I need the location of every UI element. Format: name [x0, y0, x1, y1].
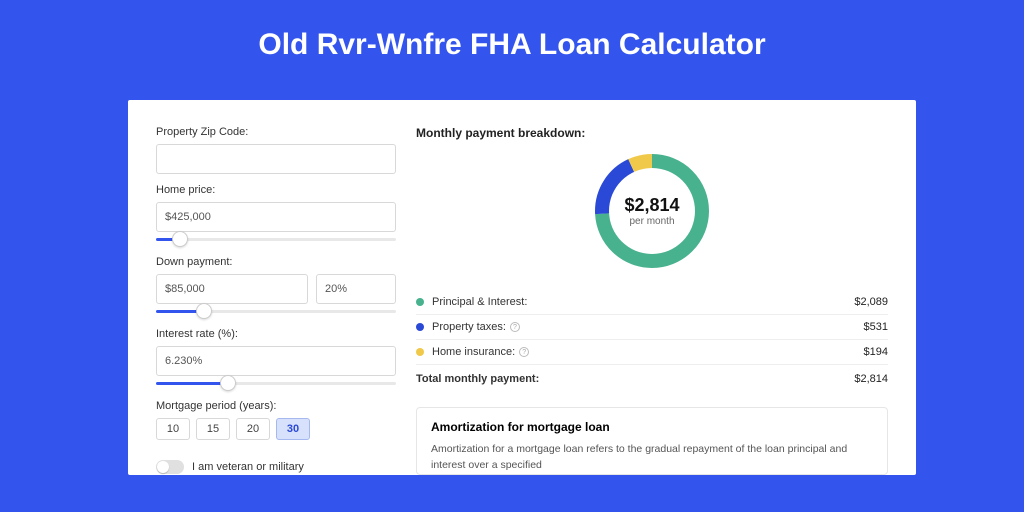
info-icon[interactable]: ? [519, 347, 529, 357]
total-row: Total monthly payment: $2,814 [416, 364, 888, 393]
down-payment-slider[interactable] [156, 306, 396, 318]
breakdown-title: Monthly payment breakdown: [416, 126, 888, 140]
down-payment-percent-input[interactable] [316, 274, 396, 304]
down-payment-label: Down payment: [156, 256, 396, 268]
period-option-30[interactable]: 30 [276, 418, 310, 440]
breakdown-column: Monthly payment breakdown: $2,814 per mo… [416, 126, 888, 475]
calculator-panel: Property Zip Code: Home price: Down paym… [128, 100, 916, 475]
legend-label: Home insurance:? [432, 346, 864, 358]
legend-row: Property taxes:?$531 [416, 315, 888, 340]
legend-dot [416, 348, 424, 356]
legend-dot [416, 298, 424, 306]
legend-row: Principal & Interest:$2,089 [416, 290, 888, 315]
total-label: Total monthly payment: [416, 373, 854, 385]
veteran-toggle[interactable] [156, 460, 184, 474]
donut-amount: $2,814 [624, 195, 679, 216]
zip-input[interactable] [156, 144, 396, 174]
donut-sub: per month [629, 216, 674, 227]
down-payment-amount-input[interactable] [156, 274, 308, 304]
legend-dot [416, 323, 424, 331]
slider-thumb[interactable] [220, 375, 236, 391]
home-price-label: Home price: [156, 184, 396, 196]
page-title: Old Rvr-Wnfre FHA Loan Calculator [50, 28, 974, 62]
slider-thumb[interactable] [196, 303, 212, 319]
total-value: $2,814 [854, 373, 888, 385]
slider-thumb[interactable] [172, 231, 188, 247]
period-option-15[interactable]: 15 [196, 418, 230, 440]
legend-value: $531 [864, 321, 888, 333]
period-option-10[interactable]: 10 [156, 418, 190, 440]
zip-label: Property Zip Code: [156, 126, 396, 138]
interest-input[interactable] [156, 346, 396, 376]
period-option-20[interactable]: 20 [236, 418, 270, 440]
home-price-input[interactable] [156, 202, 396, 232]
period-options: 10 15 20 30 [156, 418, 396, 440]
legend-label: Principal & Interest: [432, 296, 854, 308]
legend-value: $194 [864, 346, 888, 358]
info-icon[interactable]: ? [510, 322, 520, 332]
legend-value: $2,089 [854, 296, 888, 308]
home-price-slider[interactable] [156, 234, 396, 246]
veteran-label: I am veteran or military [192, 461, 304, 473]
period-label: Mortgage period (years): [156, 400, 396, 412]
amortization-title: Amortization for mortgage loan [431, 420, 873, 434]
payment-donut-chart: $2,814 per month [591, 150, 713, 272]
amortization-box: Amortization for mortgage loan Amortizat… [416, 407, 888, 475]
interest-slider[interactable] [156, 378, 396, 390]
legend-row: Home insurance:?$194 [416, 340, 888, 364]
interest-label: Interest rate (%): [156, 328, 396, 340]
form-column: Property Zip Code: Home price: Down paym… [156, 126, 396, 475]
legend-label: Property taxes:? [432, 321, 864, 333]
amortization-text: Amortization for a mortgage loan refers … [431, 442, 873, 474]
